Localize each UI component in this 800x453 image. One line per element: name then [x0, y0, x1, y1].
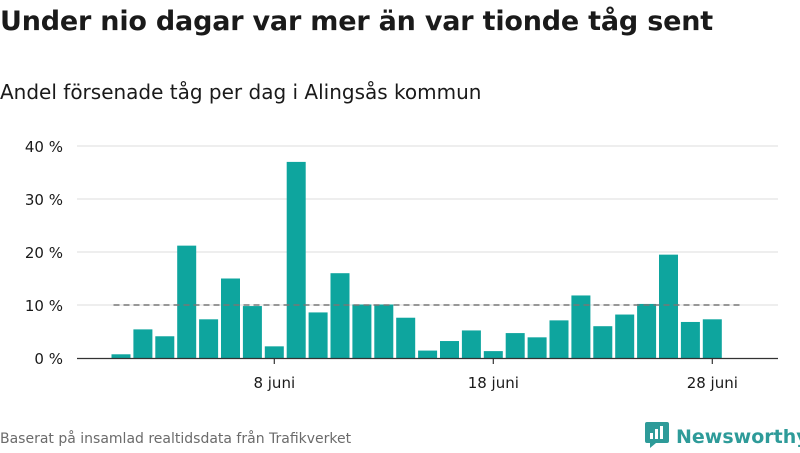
- bar: [549, 320, 569, 358]
- y-tick-label: 0 %: [34, 350, 63, 368]
- bar: [221, 278, 240, 358]
- x-tick-label: 18 juni: [468, 374, 519, 392]
- bar: [702, 319, 722, 358]
- bar: [440, 341, 459, 358]
- bar: [308, 312, 328, 358]
- bar: [177, 245, 197, 358]
- chart-subtitle: Andel försenade tåg per dag i Alingsås k…: [0, 80, 482, 104]
- bar: [352, 304, 372, 358]
- bar: [637, 303, 657, 358]
- x-tick-label: 8 juni: [253, 374, 295, 392]
- y-tick-label: 20 %: [25, 244, 63, 262]
- bar: [133, 329, 153, 358]
- source-note: Baserat på insamlad realtidsdata från Tr…: [0, 431, 352, 447]
- bar: [659, 254, 678, 358]
- y-tick-label: 10 %: [25, 297, 63, 315]
- bar: [111, 354, 131, 358]
- bar: [571, 295, 591, 358]
- bar: [680, 321, 700, 358]
- bar: [242, 306, 262, 358]
- bar: [286, 161, 306, 358]
- y-tick-label: 30 %: [25, 191, 63, 209]
- newsworthy-logo-icon: [644, 421, 670, 453]
- bar: [527, 337, 547, 358]
- x-axis: 8 juni 18 juni 28 juni: [77, 357, 778, 392]
- bar: [264, 346, 284, 358]
- bar: [615, 314, 635, 358]
- bar: [396, 317, 416, 358]
- bar: [593, 326, 613, 358]
- bar: [199, 319, 219, 358]
- y-tick-label: 40 %: [25, 138, 63, 156]
- newsworthy-logo-text: Newsworthy: [676, 426, 800, 448]
- bar: [155, 336, 175, 358]
- bars: [111, 161, 722, 358]
- x-tick-label: 28 juni: [687, 374, 738, 392]
- newsworthy-logo[interactable]: Newsworthy: [644, 421, 800, 453]
- bar: [330, 273, 350, 358]
- y-axis-labels: 0 % 10 % 20 % 30 % 40 %: [25, 138, 63, 368]
- bar: [461, 330, 481, 358]
- bar: [418, 350, 438, 358]
- bar: [483, 351, 503, 358]
- chart-title: Under nio dagar var mer än var tionde tå…: [0, 6, 713, 37]
- bar: [505, 333, 525, 358]
- bar: [374, 304, 394, 358]
